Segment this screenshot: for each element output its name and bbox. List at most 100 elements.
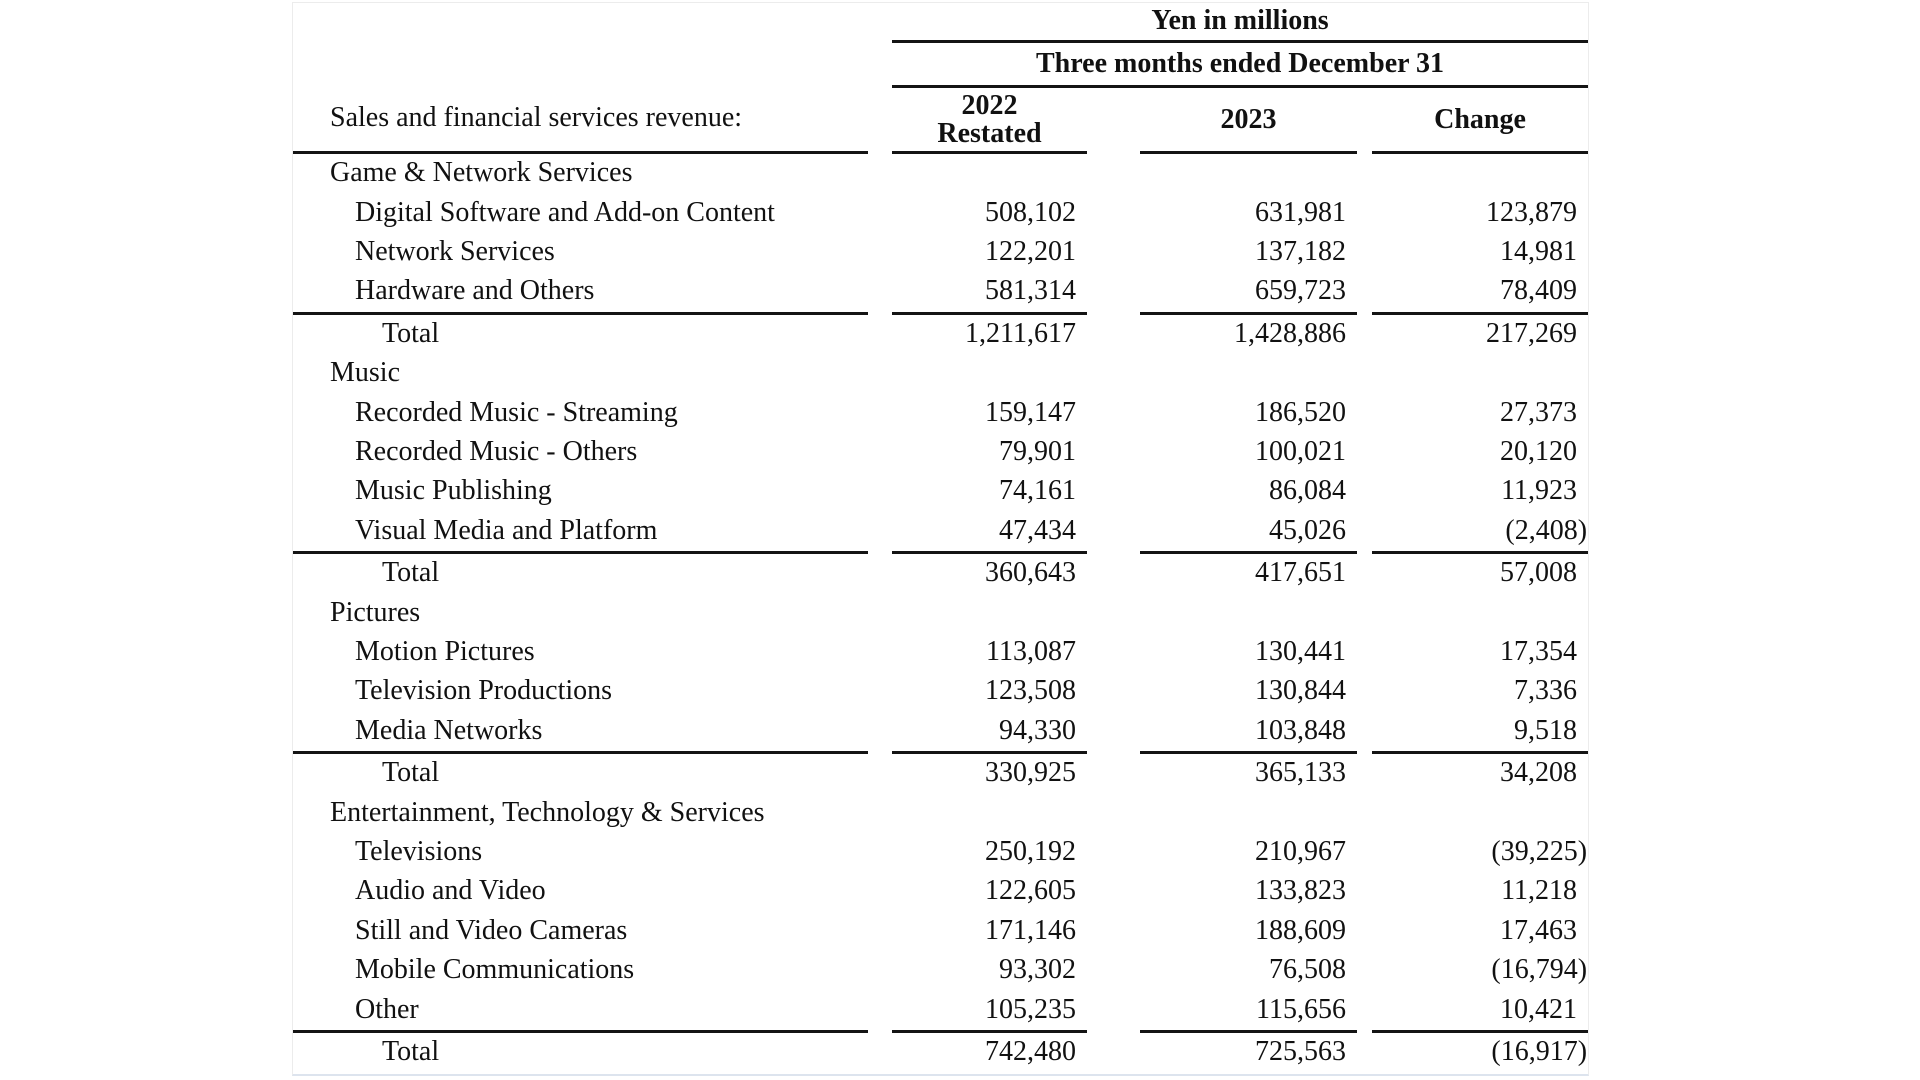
value-2023: 137,182 bbox=[1255, 236, 1346, 268]
value-2022: 581,314 bbox=[985, 275, 1076, 307]
table-row: Still and Video Cameras 171,146 188,609 … bbox=[293, 911, 1588, 950]
value-change: (39,225) bbox=[1491, 835, 1588, 867]
column-header-2022: 2022 Restated bbox=[892, 86, 1087, 154]
value-change: (2,408) bbox=[1505, 514, 1588, 546]
table-row: Other 105,235 115,656 10,421 bbox=[293, 990, 1588, 1031]
table-row: Recorded Music - Others 79,901 100,021 2… bbox=[293, 433, 1588, 472]
value-change: 14,981 bbox=[1500, 236, 1578, 268]
value-2022: 93,302 bbox=[999, 954, 1076, 986]
value-change: 17,463 bbox=[1500, 914, 1578, 946]
table-row-total: Total 330,925 365,133 34,208 bbox=[293, 750, 1589, 794]
value-change: (16,794) bbox=[1491, 954, 1588, 986]
value-2023: 210,967 bbox=[1255, 835, 1346, 867]
value-change: 123,879 bbox=[1486, 196, 1578, 228]
row-label: Recorded Music - Others bbox=[355, 436, 638, 468]
value-2023: 130,441 bbox=[1255, 635, 1346, 667]
value-2022: 171,146 bbox=[985, 914, 1076, 946]
row-label: Still and Video Cameras bbox=[355, 914, 628, 946]
row-label: Other bbox=[355, 993, 419, 1025]
value-2023: 100,021 bbox=[1255, 436, 1346, 468]
value-2023: 76,508 bbox=[1269, 954, 1346, 986]
value-2022: 330,925 bbox=[892, 750, 1087, 794]
units-label: Yen in millions bbox=[892, 3, 1589, 43]
value-2022: 79,901 bbox=[999, 436, 1076, 468]
period-label: Three months ended December 31 bbox=[892, 41, 1589, 88]
value-2022: 508,102 bbox=[985, 196, 1076, 228]
row-label: Game & Network Services bbox=[330, 157, 633, 189]
row-label: Television Productions bbox=[355, 675, 613, 707]
value-change: (16,917) bbox=[1372, 1029, 1589, 1072]
value-change: 9,518 bbox=[1514, 714, 1578, 746]
table-row-total: Total 742,480 725,563 (16,917) bbox=[293, 1029, 1589, 1072]
row-label: Entertainment, Technology & Services bbox=[330, 796, 765, 828]
table-row: Hardware and Others 581,314 659,723 78,4… bbox=[293, 272, 1588, 313]
value-2023: 115,656 bbox=[1256, 993, 1346, 1025]
table-row: Media Networks 94,330 103,848 9,518 bbox=[293, 711, 1588, 752]
row-label: Audio and Video bbox=[355, 875, 546, 907]
table-row-total: Total 1,211,617 1,428,886 217,269 bbox=[293, 311, 1589, 354]
column-header-2023: 2023 bbox=[1140, 86, 1357, 154]
table-row: Visual Media and Platform 47,434 45,026 … bbox=[293, 512, 1588, 553]
value-2023: 103,848 bbox=[1255, 714, 1346, 746]
value-change: 20,120 bbox=[1500, 436, 1578, 468]
value-2022: 105,235 bbox=[985, 993, 1076, 1025]
value-2023: 186,520 bbox=[1255, 396, 1346, 428]
value-change: 78,409 bbox=[1500, 275, 1578, 307]
table-row: Network Services 122,201 137,182 14,981 bbox=[293, 233, 1588, 272]
row-label: Total bbox=[293, 311, 868, 354]
row-label: Hardware and Others bbox=[355, 275, 595, 307]
row-label: Music bbox=[330, 357, 400, 389]
value-2023: 631,981 bbox=[1255, 196, 1346, 228]
header-spacer bbox=[293, 3, 892, 42]
table-row: Audio and Video 122,605 133,823 11,218 bbox=[293, 872, 1588, 911]
value-2022: 250,192 bbox=[985, 835, 1076, 867]
value-2022: 123,508 bbox=[985, 675, 1076, 707]
row-group-header: Sales and financial services revenue: bbox=[293, 86, 868, 154]
value-2023: 417,651 bbox=[1140, 550, 1357, 594]
row-label: Media Networks bbox=[355, 714, 543, 746]
value-2022: 122,605 bbox=[985, 875, 1076, 907]
value-2022: 74,161 bbox=[999, 475, 1076, 507]
value-2023: 130,844 bbox=[1255, 675, 1346, 707]
row-label: Total bbox=[293, 1029, 868, 1072]
row-label: Total bbox=[293, 550, 868, 594]
value-change: 10,421 bbox=[1500, 993, 1578, 1025]
row-label: Visual Media and Platform bbox=[355, 514, 658, 546]
value-2023: 365,133 bbox=[1140, 750, 1357, 794]
table-row: Mobile Communications 93,302 76,508 (16,… bbox=[293, 951, 1588, 990]
row-label: Music Publishing bbox=[355, 475, 552, 507]
table-row-total: Total 360,643 417,651 57,008 bbox=[293, 550, 1589, 594]
table-row: Televisions 250,192 210,967 (39,225) bbox=[293, 833, 1588, 872]
table-row: Music Publishing 74,161 86,084 11,923 bbox=[293, 472, 1588, 511]
value-change: 57,008 bbox=[1372, 550, 1589, 594]
value-change: 11,923 bbox=[1501, 475, 1578, 507]
column-header-change: Change bbox=[1372, 86, 1589, 154]
value-2022: 122,201 bbox=[985, 236, 1076, 268]
value-2022: 360,643 bbox=[892, 550, 1087, 594]
value-change: 11,218 bbox=[1501, 875, 1578, 907]
value-change: 34,208 bbox=[1372, 750, 1589, 794]
value-change: 217,269 bbox=[1372, 311, 1589, 354]
table-row: Music bbox=[293, 354, 1588, 393]
value-2022: 94,330 bbox=[999, 714, 1076, 746]
value-2023: 1,428,886 bbox=[1140, 311, 1357, 354]
revenue-table: Yen in millions Three months ended Decem… bbox=[293, 3, 1589, 1072]
value-2022: 742,480 bbox=[892, 1029, 1087, 1072]
value-2023: 45,026 bbox=[1269, 514, 1346, 546]
value-change: 17,354 bbox=[1500, 635, 1578, 667]
value-2023: 659,723 bbox=[1255, 275, 1346, 307]
value-change: 27,373 bbox=[1500, 396, 1578, 428]
value-2022: 47,434 bbox=[999, 514, 1076, 546]
value-change: 7,336 bbox=[1514, 675, 1578, 707]
value-2023: 133,823 bbox=[1255, 875, 1346, 907]
table-row: Game & Network Services bbox=[293, 153, 1588, 194]
row-label: Mobile Communications bbox=[355, 954, 635, 986]
value-2022: 113,087 bbox=[986, 635, 1076, 667]
financial-statement-sheet: Yen in millions Three months ended Decem… bbox=[292, 2, 1589, 1076]
value-2023: 188,609 bbox=[1255, 914, 1346, 946]
value-2023: 86,084 bbox=[1269, 475, 1346, 507]
table-row: Digital Software and Add-on Content 508,… bbox=[293, 193, 1588, 232]
value-2022: 159,147 bbox=[985, 396, 1076, 428]
row-label: Televisions bbox=[355, 835, 483, 867]
row-label: Motion Pictures bbox=[355, 635, 535, 667]
